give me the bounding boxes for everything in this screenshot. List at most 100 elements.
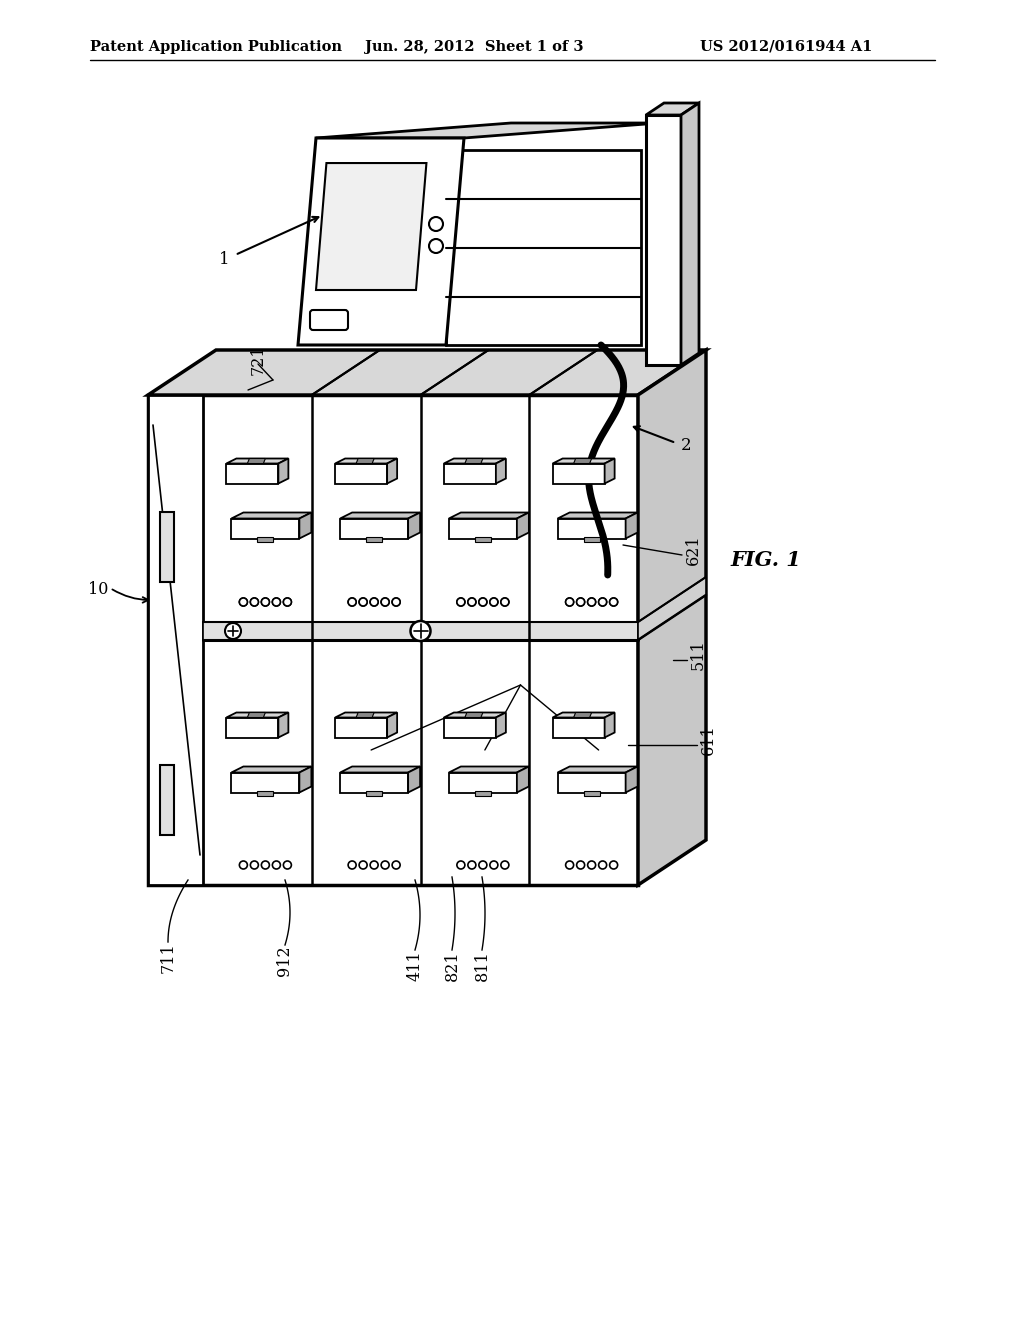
- Circle shape: [272, 861, 281, 869]
- Polygon shape: [517, 767, 528, 792]
- Text: 621: 621: [685, 535, 702, 565]
- Polygon shape: [356, 458, 374, 463]
- Polygon shape: [367, 536, 382, 541]
- Circle shape: [370, 598, 378, 606]
- Polygon shape: [553, 713, 614, 718]
- Polygon shape: [298, 139, 464, 345]
- Circle shape: [240, 598, 248, 606]
- Polygon shape: [340, 767, 420, 772]
- Circle shape: [370, 861, 378, 869]
- Text: 511: 511: [690, 640, 707, 671]
- Circle shape: [284, 861, 292, 869]
- Polygon shape: [638, 350, 706, 884]
- Polygon shape: [553, 458, 614, 463]
- Circle shape: [501, 861, 509, 869]
- Circle shape: [261, 598, 269, 606]
- Polygon shape: [203, 622, 638, 640]
- Circle shape: [609, 861, 617, 869]
- Polygon shape: [573, 458, 592, 463]
- Circle shape: [348, 598, 356, 606]
- Circle shape: [489, 598, 498, 606]
- Circle shape: [251, 598, 258, 606]
- Text: 611: 611: [700, 725, 717, 755]
- Text: 711: 711: [160, 942, 176, 973]
- Circle shape: [359, 861, 368, 869]
- Text: 821: 821: [443, 950, 461, 981]
- Circle shape: [609, 598, 617, 606]
- Polygon shape: [231, 519, 299, 539]
- Text: 811: 811: [473, 950, 490, 981]
- Circle shape: [251, 861, 258, 869]
- Polygon shape: [231, 767, 311, 772]
- Polygon shape: [584, 791, 600, 796]
- Circle shape: [392, 598, 400, 606]
- Circle shape: [479, 598, 486, 606]
- Polygon shape: [465, 713, 483, 718]
- Polygon shape: [573, 713, 592, 718]
- Circle shape: [381, 598, 389, 606]
- Circle shape: [359, 598, 368, 606]
- Text: 411: 411: [407, 950, 424, 981]
- Polygon shape: [626, 767, 638, 792]
- Circle shape: [348, 861, 356, 869]
- Polygon shape: [316, 123, 659, 139]
- Circle shape: [565, 861, 573, 869]
- Polygon shape: [496, 458, 506, 483]
- Polygon shape: [316, 164, 426, 290]
- Circle shape: [225, 623, 241, 639]
- Polygon shape: [443, 718, 496, 738]
- Polygon shape: [558, 512, 638, 519]
- Text: Patent Application Publication: Patent Application Publication: [90, 40, 342, 54]
- Circle shape: [599, 598, 606, 606]
- Polygon shape: [231, 772, 299, 792]
- Circle shape: [457, 598, 465, 606]
- Circle shape: [468, 861, 476, 869]
- Polygon shape: [553, 718, 604, 738]
- Polygon shape: [465, 458, 483, 463]
- Circle shape: [588, 598, 596, 606]
- Circle shape: [272, 598, 281, 606]
- Circle shape: [501, 598, 509, 606]
- Circle shape: [381, 861, 389, 869]
- Polygon shape: [449, 512, 528, 519]
- Text: 1: 1: [219, 252, 230, 268]
- Polygon shape: [496, 713, 506, 738]
- Polygon shape: [148, 395, 638, 884]
- Circle shape: [609, 598, 617, 606]
- Circle shape: [588, 598, 596, 606]
- Circle shape: [272, 598, 281, 606]
- Polygon shape: [335, 463, 387, 483]
- Polygon shape: [604, 458, 614, 483]
- Circle shape: [240, 861, 248, 869]
- Circle shape: [429, 239, 443, 253]
- Polygon shape: [558, 772, 626, 792]
- Polygon shape: [160, 766, 174, 836]
- Circle shape: [348, 598, 356, 606]
- Text: FIG. 1: FIG. 1: [730, 550, 801, 570]
- Polygon shape: [279, 713, 289, 738]
- Circle shape: [240, 598, 248, 606]
- Polygon shape: [257, 536, 273, 541]
- Circle shape: [588, 861, 596, 869]
- Circle shape: [501, 598, 509, 606]
- Polygon shape: [299, 512, 311, 539]
- Polygon shape: [148, 395, 203, 884]
- Circle shape: [359, 598, 368, 606]
- Circle shape: [429, 216, 443, 231]
- Polygon shape: [160, 512, 174, 582]
- Polygon shape: [367, 791, 382, 796]
- Polygon shape: [299, 767, 311, 792]
- Polygon shape: [646, 115, 681, 366]
- Text: 912: 912: [276, 945, 294, 975]
- Polygon shape: [335, 718, 387, 738]
- Circle shape: [411, 620, 430, 642]
- Circle shape: [261, 598, 269, 606]
- Polygon shape: [446, 150, 641, 345]
- Polygon shape: [449, 767, 528, 772]
- Circle shape: [370, 598, 378, 606]
- Polygon shape: [646, 103, 699, 115]
- Polygon shape: [226, 718, 279, 738]
- Polygon shape: [558, 767, 638, 772]
- Circle shape: [577, 598, 585, 606]
- Circle shape: [392, 598, 400, 606]
